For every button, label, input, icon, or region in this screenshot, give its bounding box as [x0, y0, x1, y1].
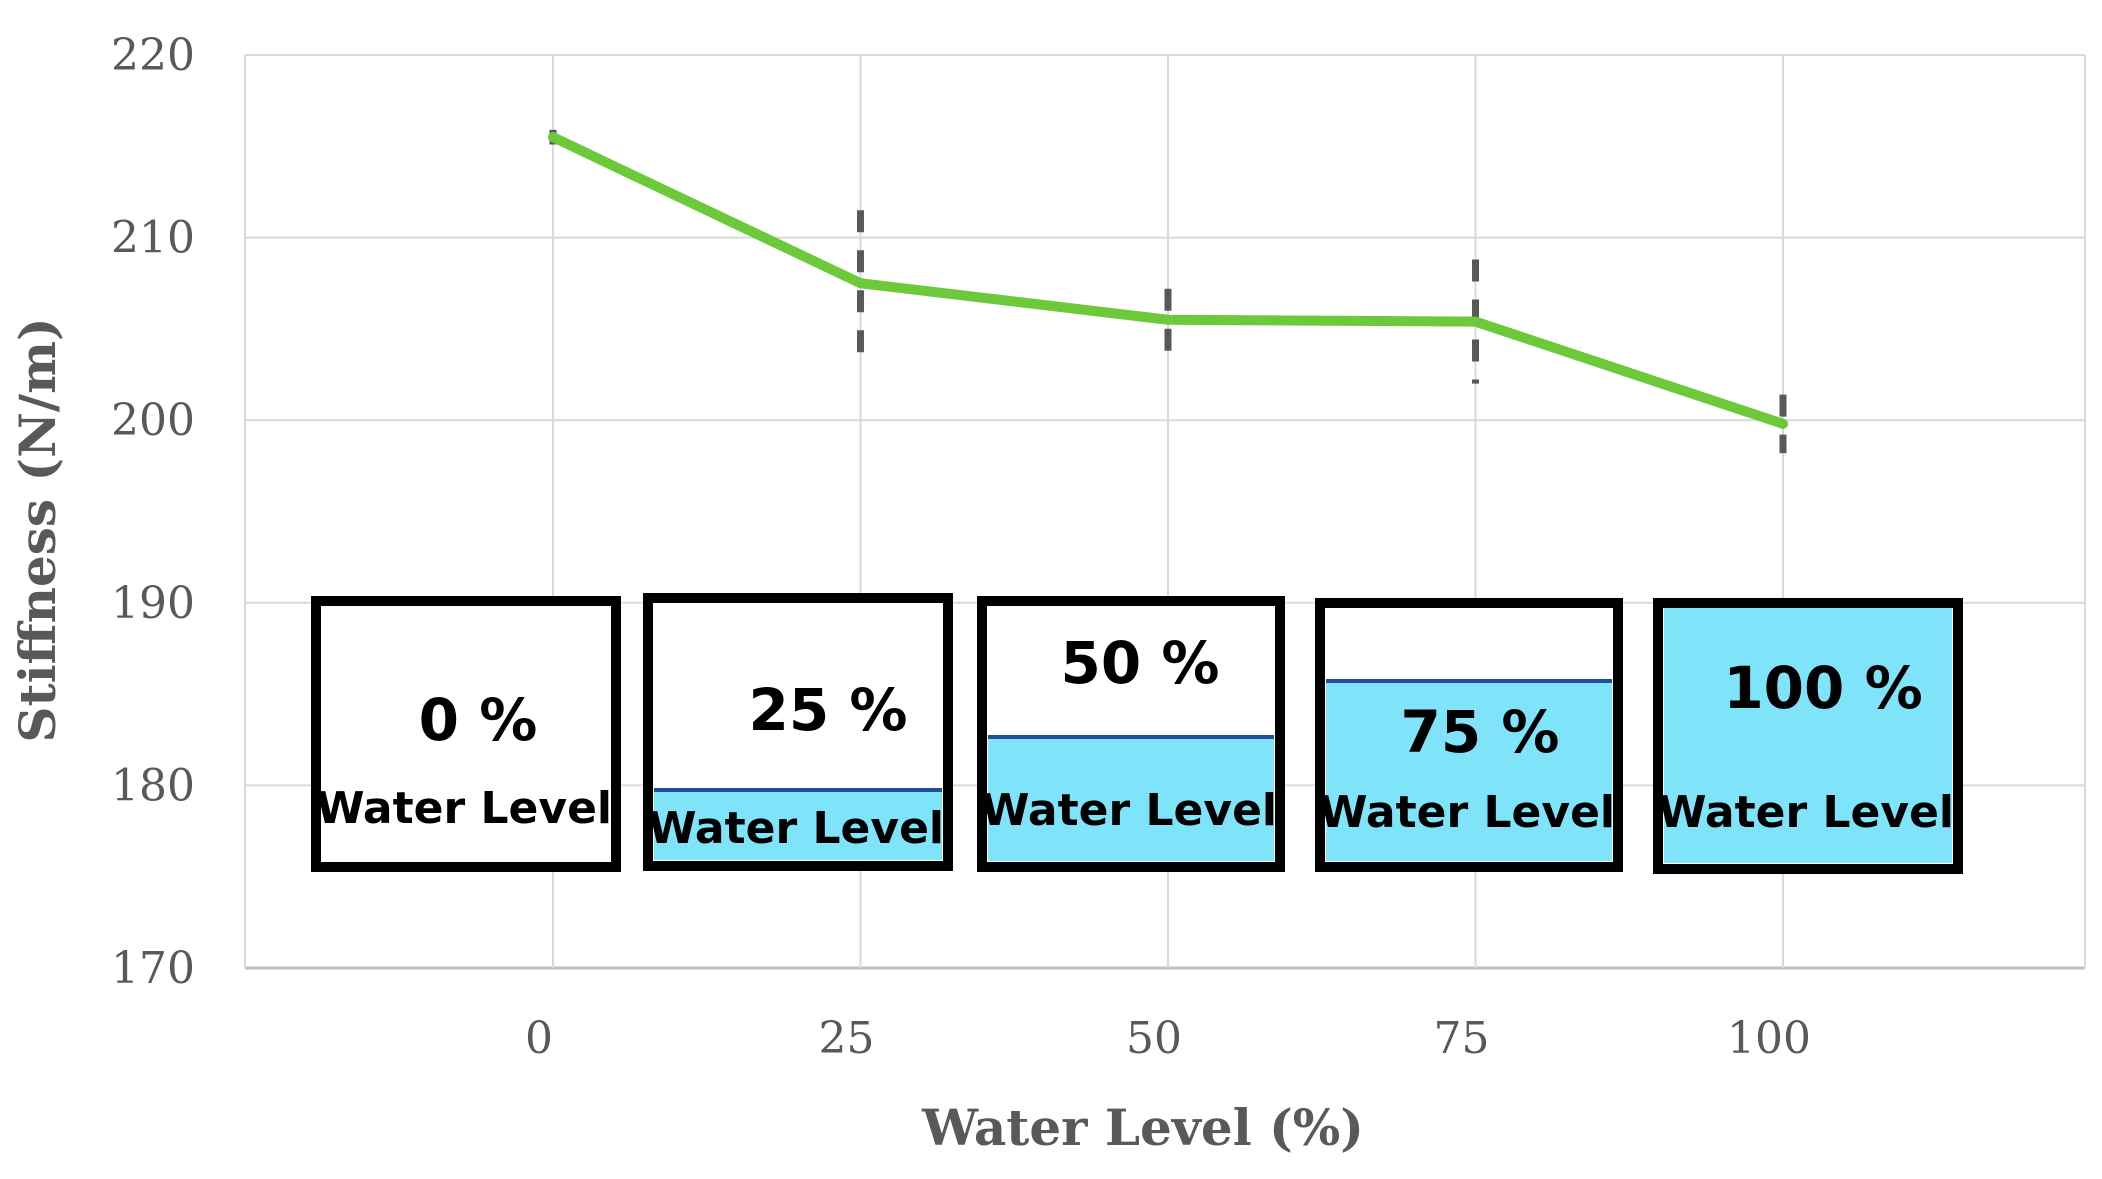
tank-water-level-label: Water Level: [981, 785, 1277, 836]
x-tick-label: 50: [1126, 1013, 1182, 1064]
tank-water-level-label: Water Level: [648, 803, 944, 854]
y-axis-title: Stiffness (N/m): [8, 317, 67, 742]
y-tick-label: 200: [111, 395, 195, 446]
water-tank: 0 % Water Level: [311, 596, 621, 872]
tank-percent-label: 50 %: [1060, 629, 1219, 697]
tank-percent-label: 100 %: [1723, 654, 1922, 722]
data-point: [1778, 418, 1788, 429]
water-tank: 100 % Water Level: [1653, 598, 1963, 874]
tank-outline: [1315, 598, 1623, 872]
water-fill: [988, 737, 1274, 861]
x-tick-label: 25: [819, 1013, 875, 1064]
x-tick-label: 75: [1434, 1013, 1490, 1064]
water-tank: 50 % Water Level: [977, 596, 1285, 872]
tank-outline: [643, 593, 953, 871]
tank-water-level-label: Water Level: [1319, 787, 1615, 838]
data-point: [1163, 314, 1173, 325]
y-tick-label: 220: [111, 30, 195, 81]
tank-percent-label: 25 %: [748, 676, 907, 744]
series: [548, 129, 1788, 454]
y-tick-label: 190: [111, 578, 195, 629]
data-point: [1470, 316, 1481, 327]
tank-percent-label: 75 %: [1400, 698, 1559, 766]
x-axis-title: Water Level (%): [921, 1098, 1364, 1157]
tank-outline: [977, 596, 1285, 872]
data-point: [855, 278, 866, 289]
water-tank: 75 % Water Level: [1315, 598, 1623, 872]
tank-water-level-label: Water Level: [1658, 787, 1954, 838]
tick-labels: 170 180 190 200 210 220 0 25 50 75 100: [111, 30, 1811, 1064]
water-fill: [654, 790, 942, 860]
y-tick-label: 180: [111, 760, 195, 811]
water-fill: [1326, 681, 1612, 861]
tank-outline: [1653, 598, 1963, 874]
tank-background: [316, 601, 616, 867]
tank-outline: [311, 596, 621, 872]
x-tick-label: 0: [525, 1013, 553, 1064]
tank-percent-label: 0 %: [419, 686, 538, 754]
data-point: [548, 132, 558, 143]
tank-water-level-label: Water Level: [316, 783, 612, 834]
y-tick-label: 170: [111, 943, 195, 994]
y-tick-label: 210: [111, 213, 195, 264]
x-tick-label: 100: [1727, 1013, 1811, 1064]
water-tank: 25 % Water Level: [643, 593, 953, 871]
water-fill: [1664, 603, 1952, 863]
water-level-tanks: 0 % Water Level 25 % Water Level 50 % Water L…: [311, 593, 1963, 874]
